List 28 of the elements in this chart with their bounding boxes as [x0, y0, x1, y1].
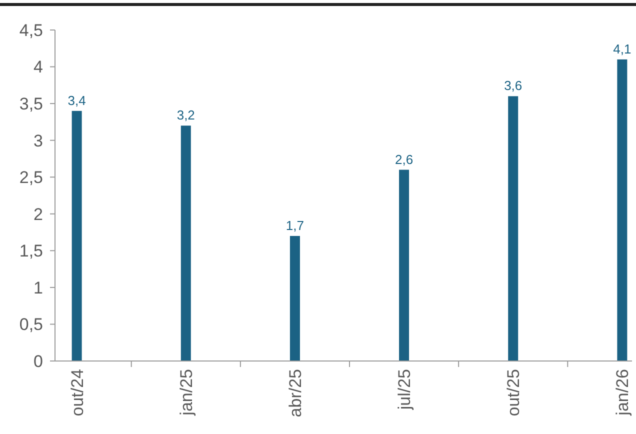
- y-tick-label: 4,5: [19, 20, 43, 40]
- data-label: 3,2: [176, 108, 195, 123]
- x-tick-label: out/25: [504, 369, 524, 416]
- data-label: 3,4: [68, 92, 86, 108]
- x-tick-label: jan/25: [176, 369, 196, 416]
- bar: [508, 96, 518, 361]
- data-label: 2,6: [394, 152, 414, 167]
- bar: [180, 126, 191, 361]
- y-tick-label: 3: [34, 131, 43, 150]
- data-label: 3,6: [504, 78, 522, 94]
- bar: [72, 110, 82, 361]
- data-label: 1,7: [286, 218, 304, 233]
- x-tick-label: jul/25: [395, 369, 414, 411]
- x-tick-label: abr/25: [286, 369, 305, 418]
- y-tick-label: 0,5: [19, 315, 43, 334]
- bar: [290, 236, 300, 361]
- bar: [399, 170, 410, 361]
- y-tick-label: 0: [34, 352, 43, 371]
- y-tick-label: 1: [34, 278, 43, 298]
- y-tick-label: 2: [34, 204, 43, 224]
- y-tick-label: 1,5: [19, 242, 43, 261]
- y-tick-label: 2,5: [19, 168, 43, 188]
- x-tick-label: jan/26: [613, 369, 632, 416]
- y-tick-label: 3,5: [19, 94, 43, 114]
- x-tick-label: out/24: [68, 369, 87, 416]
- y-tick-label: 4: [34, 58, 43, 77]
- bar: [617, 59, 628, 361]
- data-label: 4,1: [613, 41, 632, 56]
